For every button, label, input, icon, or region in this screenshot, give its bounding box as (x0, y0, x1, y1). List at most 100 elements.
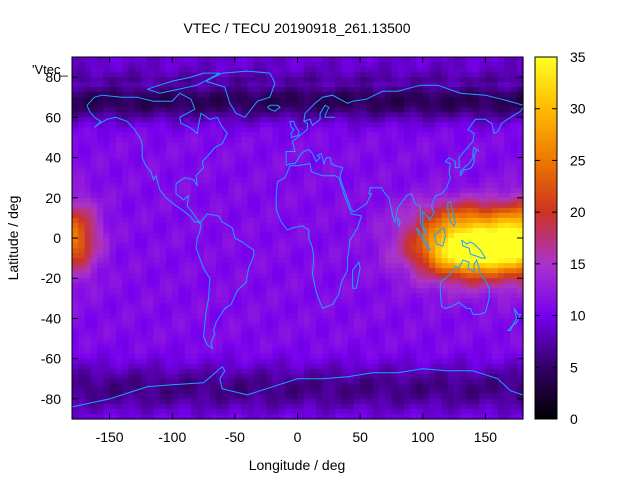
heatmap-cell (353, 107, 361, 113)
heatmap-cell (241, 248, 248, 254)
heatmap-cell (385, 238, 393, 244)
heatmap-cell (178, 192, 186, 199)
heatmap-cell (422, 207, 430, 214)
heatmap-cell (410, 117, 418, 123)
heatmap-cell (97, 232, 104, 239)
heatmap-cell (197, 67, 205, 73)
heatmap-cell (491, 238, 499, 244)
heatmap-cell (303, 243, 311, 249)
heatmap-cell (416, 187, 424, 194)
heatmap-cell (253, 107, 261, 113)
heatmap-cell (234, 172, 242, 179)
heatmap-cell (153, 268, 161, 274)
heatmap-cell (247, 403, 255, 410)
heatmap-cell (322, 127, 330, 134)
heatmap-cell (197, 227, 205, 234)
heatmap-cell (222, 293, 230, 299)
heatmap-cell (385, 222, 393, 229)
heatmap-cell (297, 187, 305, 194)
heatmap-cell (322, 333, 330, 340)
heatmap-cell (504, 278, 512, 284)
heatmap-cell (109, 172, 117, 179)
heatmap-cell (422, 142, 430, 149)
heatmap-cell (78, 318, 86, 325)
heatmap-cell (97, 383, 104, 390)
heatmap-cell (378, 147, 386, 154)
heatmap-cell (403, 393, 411, 400)
heatmap-cell (216, 343, 223, 350)
heatmap-cell (316, 353, 324, 360)
heatmap-cell (266, 82, 274, 88)
heatmap-cell (128, 373, 136, 380)
heatmap-cell (103, 92, 111, 98)
heatmap-cell (385, 393, 393, 400)
heatmap-cell (310, 192, 317, 199)
heatmap-cell (472, 172, 480, 179)
heatmap-cell (504, 167, 512, 174)
heatmap-cell (103, 232, 111, 239)
heatmap-cell (497, 298, 505, 304)
heatmap-cell (378, 273, 386, 279)
heatmap-cell (103, 177, 111, 184)
heatmap-cell (284, 303, 292, 309)
heatmap-cell (84, 283, 92, 289)
heatmap-cell (466, 298, 474, 304)
heatmap-cell (109, 378, 117, 385)
heatmap-cell (460, 288, 468, 294)
heatmap-cell (122, 57, 129, 63)
heatmap-cell (472, 323, 480, 330)
heatmap-cell (134, 353, 142, 360)
heatmap-cell (479, 157, 487, 164)
heatmap-cell (159, 293, 167, 299)
heatmap-cell (197, 238, 205, 244)
heatmap-cell (297, 348, 305, 355)
heatmap-cell (266, 383, 274, 390)
heatmap-cell (303, 77, 311, 83)
heatmap-cell (140, 182, 148, 189)
heatmap-cell (234, 207, 242, 214)
heatmap-cell (422, 288, 430, 294)
heatmap-cell (128, 167, 136, 174)
heatmap-cell (203, 403, 211, 410)
heatmap-cell (266, 92, 274, 98)
heatmap-cell (115, 67, 123, 73)
heatmap-cell (516, 253, 524, 259)
heatmap-cell (322, 263, 330, 269)
heatmap-cell (266, 313, 274, 320)
heatmap-cell (510, 323, 518, 330)
heatmap-cell (335, 393, 342, 400)
heatmap-cell (165, 243, 173, 249)
heatmap-cell (510, 383, 518, 390)
heatmap-cell (115, 318, 123, 325)
heatmap-cell (447, 207, 455, 214)
heatmap-cell (228, 288, 236, 294)
heatmap-cell (497, 127, 505, 134)
heatmap-cell (403, 87, 411, 93)
heatmap-cell (228, 243, 236, 249)
heatmap-cell (335, 238, 342, 244)
heatmap-cell (172, 192, 180, 199)
heatmap-cell (191, 147, 198, 154)
heatmap-cell (353, 117, 361, 123)
heatmap-cell (191, 137, 198, 144)
heatmap-cell (335, 388, 342, 395)
heatmap-cell (147, 298, 155, 304)
heatmap-cell (253, 212, 261, 219)
heatmap-cell (272, 318, 280, 325)
heatmap-cell (422, 187, 430, 194)
heatmap-cell (391, 268, 399, 274)
heatmap-cell (322, 393, 330, 400)
heatmap-cell (447, 278, 455, 284)
heatmap-cell (90, 283, 98, 289)
heatmap-cell (291, 253, 299, 259)
heatmap-cell (247, 97, 255, 103)
heatmap-cell (253, 222, 261, 229)
heatmap-cell (209, 122, 217, 128)
heatmap-cell (140, 243, 148, 249)
heatmap-cell (497, 328, 505, 335)
heatmap-cell (72, 212, 79, 219)
heatmap-cell (172, 368, 180, 375)
heatmap-cell (203, 258, 211, 264)
heatmap-cell (115, 102, 123, 108)
heatmap-cell (378, 333, 386, 340)
